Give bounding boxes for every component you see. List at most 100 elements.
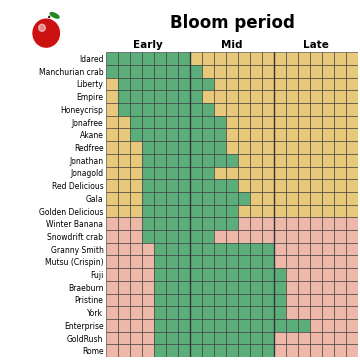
Bar bbox=[106, 319, 118, 332]
Bar bbox=[226, 141, 238, 154]
Bar bbox=[106, 52, 118, 65]
Bar bbox=[310, 129, 322, 141]
Bar bbox=[214, 179, 226, 192]
Bar bbox=[190, 78, 202, 90]
Bar bbox=[322, 78, 334, 90]
Bar bbox=[202, 268, 214, 281]
Bar bbox=[346, 217, 358, 230]
Bar bbox=[250, 345, 262, 357]
Bar bbox=[154, 319, 166, 332]
Bar bbox=[190, 103, 202, 116]
Bar bbox=[142, 116, 154, 129]
Bar bbox=[334, 332, 346, 345]
Bar bbox=[274, 167, 286, 179]
Bar bbox=[286, 204, 298, 217]
Bar bbox=[226, 154, 238, 167]
Bar bbox=[226, 204, 238, 217]
Bar bbox=[346, 230, 358, 243]
Bar bbox=[298, 154, 310, 167]
Bar bbox=[334, 306, 346, 319]
Bar bbox=[130, 179, 142, 192]
Bar bbox=[202, 332, 214, 345]
Bar bbox=[298, 192, 310, 204]
Bar bbox=[274, 78, 286, 90]
Bar bbox=[298, 167, 310, 179]
Bar bbox=[310, 141, 322, 154]
Bar bbox=[310, 116, 322, 129]
Bar bbox=[334, 103, 346, 116]
Bar bbox=[274, 306, 286, 319]
Bar bbox=[178, 179, 190, 192]
Text: Late: Late bbox=[303, 40, 329, 50]
Bar bbox=[178, 268, 190, 281]
Bar bbox=[142, 90, 154, 103]
Bar bbox=[166, 65, 178, 78]
Bar bbox=[250, 332, 262, 345]
Text: Early: Early bbox=[133, 40, 163, 50]
Bar bbox=[190, 52, 202, 65]
Bar bbox=[250, 129, 262, 141]
Bar bbox=[334, 129, 346, 141]
Bar bbox=[310, 230, 322, 243]
Bar bbox=[166, 90, 178, 103]
Bar bbox=[130, 332, 142, 345]
Bar bbox=[178, 332, 190, 345]
Bar bbox=[238, 256, 250, 268]
Bar bbox=[274, 179, 286, 192]
Bar bbox=[274, 345, 286, 357]
Bar bbox=[142, 243, 154, 256]
Bar bbox=[154, 90, 166, 103]
Bar bbox=[142, 179, 154, 192]
Bar bbox=[166, 256, 178, 268]
Bar bbox=[166, 294, 178, 306]
Bar bbox=[238, 306, 250, 319]
Bar bbox=[166, 230, 178, 243]
Bar bbox=[214, 281, 226, 294]
Bar bbox=[226, 243, 238, 256]
Bar bbox=[322, 65, 334, 78]
Bar bbox=[190, 65, 202, 78]
Bar bbox=[142, 78, 154, 90]
Bar bbox=[190, 217, 202, 230]
Bar bbox=[154, 116, 166, 129]
Bar bbox=[310, 90, 322, 103]
Bar bbox=[274, 116, 286, 129]
Bar bbox=[322, 217, 334, 230]
Bar bbox=[238, 243, 250, 256]
Bar bbox=[202, 103, 214, 116]
Bar bbox=[178, 217, 190, 230]
Bar bbox=[334, 217, 346, 230]
Bar bbox=[214, 103, 226, 116]
Bar bbox=[214, 332, 226, 345]
Bar bbox=[250, 319, 262, 332]
Bar bbox=[202, 52, 214, 65]
Bar bbox=[334, 243, 346, 256]
Bar bbox=[202, 78, 214, 90]
Bar bbox=[166, 116, 178, 129]
Bar bbox=[214, 90, 226, 103]
Bar bbox=[190, 256, 202, 268]
Bar bbox=[142, 345, 154, 357]
Bar bbox=[214, 116, 226, 129]
Bar bbox=[298, 90, 310, 103]
Bar bbox=[106, 345, 118, 357]
Bar bbox=[214, 306, 226, 319]
Bar bbox=[262, 306, 274, 319]
Bar bbox=[250, 294, 262, 306]
Bar bbox=[178, 294, 190, 306]
Bar bbox=[322, 281, 334, 294]
Bar bbox=[238, 154, 250, 167]
Bar bbox=[106, 116, 118, 129]
Bar bbox=[346, 65, 358, 78]
Bar bbox=[142, 256, 154, 268]
Bar bbox=[166, 167, 178, 179]
Bar bbox=[166, 154, 178, 167]
Bar bbox=[226, 306, 238, 319]
Bar bbox=[202, 179, 214, 192]
Bar bbox=[334, 116, 346, 129]
Bar bbox=[154, 179, 166, 192]
Bar bbox=[262, 268, 274, 281]
Bar bbox=[142, 154, 154, 167]
Bar bbox=[118, 268, 130, 281]
Bar bbox=[154, 345, 166, 357]
